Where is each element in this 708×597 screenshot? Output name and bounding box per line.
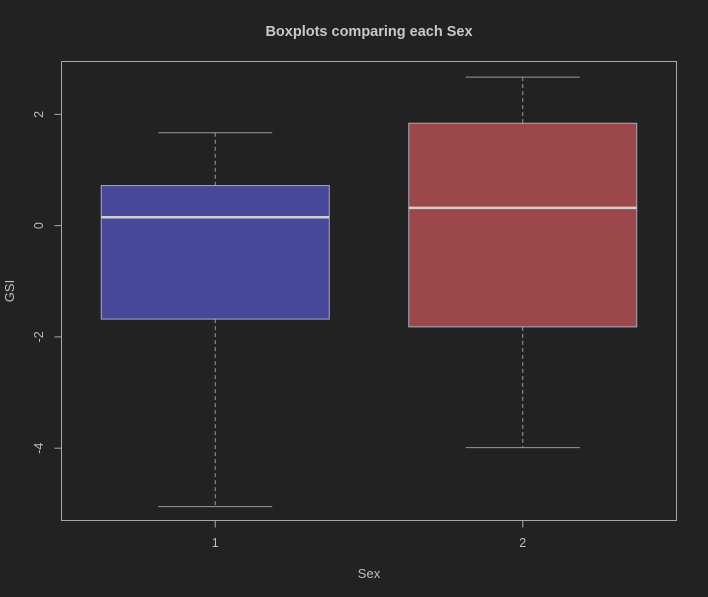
plot-frame xyxy=(61,61,677,521)
x-tick-label: 1 xyxy=(212,536,219,550)
iqr-box xyxy=(100,185,330,320)
iqr-box xyxy=(408,122,638,328)
y-axis: -4 -2 0 2 xyxy=(32,111,62,454)
y-tick-label: 0 xyxy=(32,222,46,229)
boxes-layer xyxy=(100,76,638,508)
y-tick-label: -2 xyxy=(32,331,46,342)
box-group-2 xyxy=(408,76,638,449)
chart-title: Boxplots comparing each Sex xyxy=(265,24,472,40)
y-tick-label: -4 xyxy=(32,443,46,454)
x-axis-label: Sex xyxy=(358,566,381,581)
y-axis-label: GSI xyxy=(2,280,17,302)
x-tick-label: 2 xyxy=(519,536,526,550)
box-group-1 xyxy=(100,132,330,508)
y-tick-label: 2 xyxy=(32,111,46,118)
